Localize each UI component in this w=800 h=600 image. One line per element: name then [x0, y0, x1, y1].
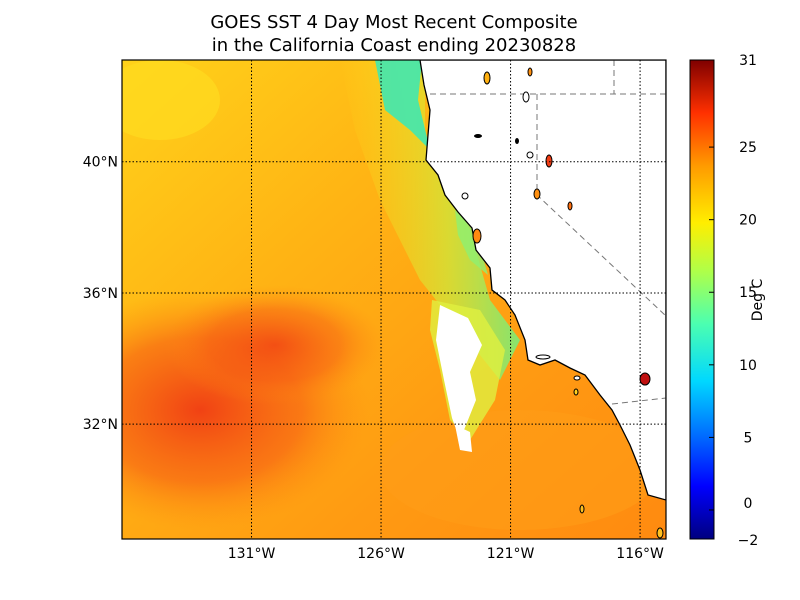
lake: [567, 201, 573, 211]
longitude-labels: 131°W 126°W 121°W 116°W: [228, 546, 664, 562]
latitude-tick-label: 32°N: [83, 417, 118, 433]
lake: [472, 228, 482, 244]
colorbar-tick-label: 15: [739, 285, 757, 301]
cool-northwest-patch: [122, 60, 220, 140]
latitude-tick-label: 36°N: [83, 286, 118, 302]
latitude-tick-label: 40°N: [83, 155, 118, 171]
longitude-tick-label: 131°W: [228, 546, 276, 562]
salton-sea: [639, 372, 651, 386]
lake: [656, 527, 664, 539]
map-title-line-2: in the California Coast ending 20230828: [211, 35, 577, 56]
lake: [522, 91, 530, 103]
colorbar-gradient: [689, 59, 715, 540]
graticule: [122, 60, 666, 539]
colorbar-tick-label: 20: [739, 213, 757, 229]
cloud-gap-south: [436, 305, 482, 440]
lake: [579, 504, 585, 514]
longitude-tick-label: 116°W: [616, 546, 664, 562]
colorbar-tick-label: 31: [739, 53, 757, 69]
colorbar-tick-label: 5: [744, 430, 753, 446]
lake: [483, 71, 491, 85]
latitude-labels: 40°N 36°N 32°N: [83, 155, 118, 433]
cold-upwelling-central: [455, 210, 488, 275]
longitude-tick-label: 121°W: [487, 546, 535, 562]
cloud-gap-small: [455, 425, 472, 452]
lake: [515, 138, 519, 144]
lake: [461, 192, 469, 200]
lake: [474, 134, 482, 138]
colorbar-label: Deg C: [750, 279, 766, 322]
ocean-field: [122, 60, 666, 539]
warm-bight-area: [380, 410, 660, 530]
lake: [527, 67, 533, 77]
colorbar-tick-label: 0: [744, 496, 753, 512]
lake: [573, 375, 581, 381]
map-title-line-1: GOES SST 4 Day Most Recent Composite: [210, 12, 578, 33]
cold-upwelling-north: [375, 60, 430, 150]
lakes: [461, 67, 664, 539]
colorbar-tick-label: −2: [738, 533, 759, 549]
lake: [573, 388, 579, 396]
lake: [533, 188, 541, 200]
colorbar-tick-label: 25: [739, 140, 757, 156]
map-frame: [121, 59, 667, 540]
lake: [526, 151, 534, 159]
coastal-upwelling-band: [340, 60, 520, 380]
colorbar-ticks: 31 25 20 15 10 5 0 −2: [709, 53, 758, 549]
longitude-tick-label: 126°W: [357, 546, 405, 562]
lake: [545, 154, 553, 168]
warm-pool-center: [165, 285, 385, 405]
lake: [535, 354, 551, 360]
colorbar-tick-label: 10: [739, 358, 757, 374]
colorbar: 31 25 20 15 10 5 0 −2 Deg C: [689, 53, 766, 549]
land-mass: [419, 60, 666, 501]
